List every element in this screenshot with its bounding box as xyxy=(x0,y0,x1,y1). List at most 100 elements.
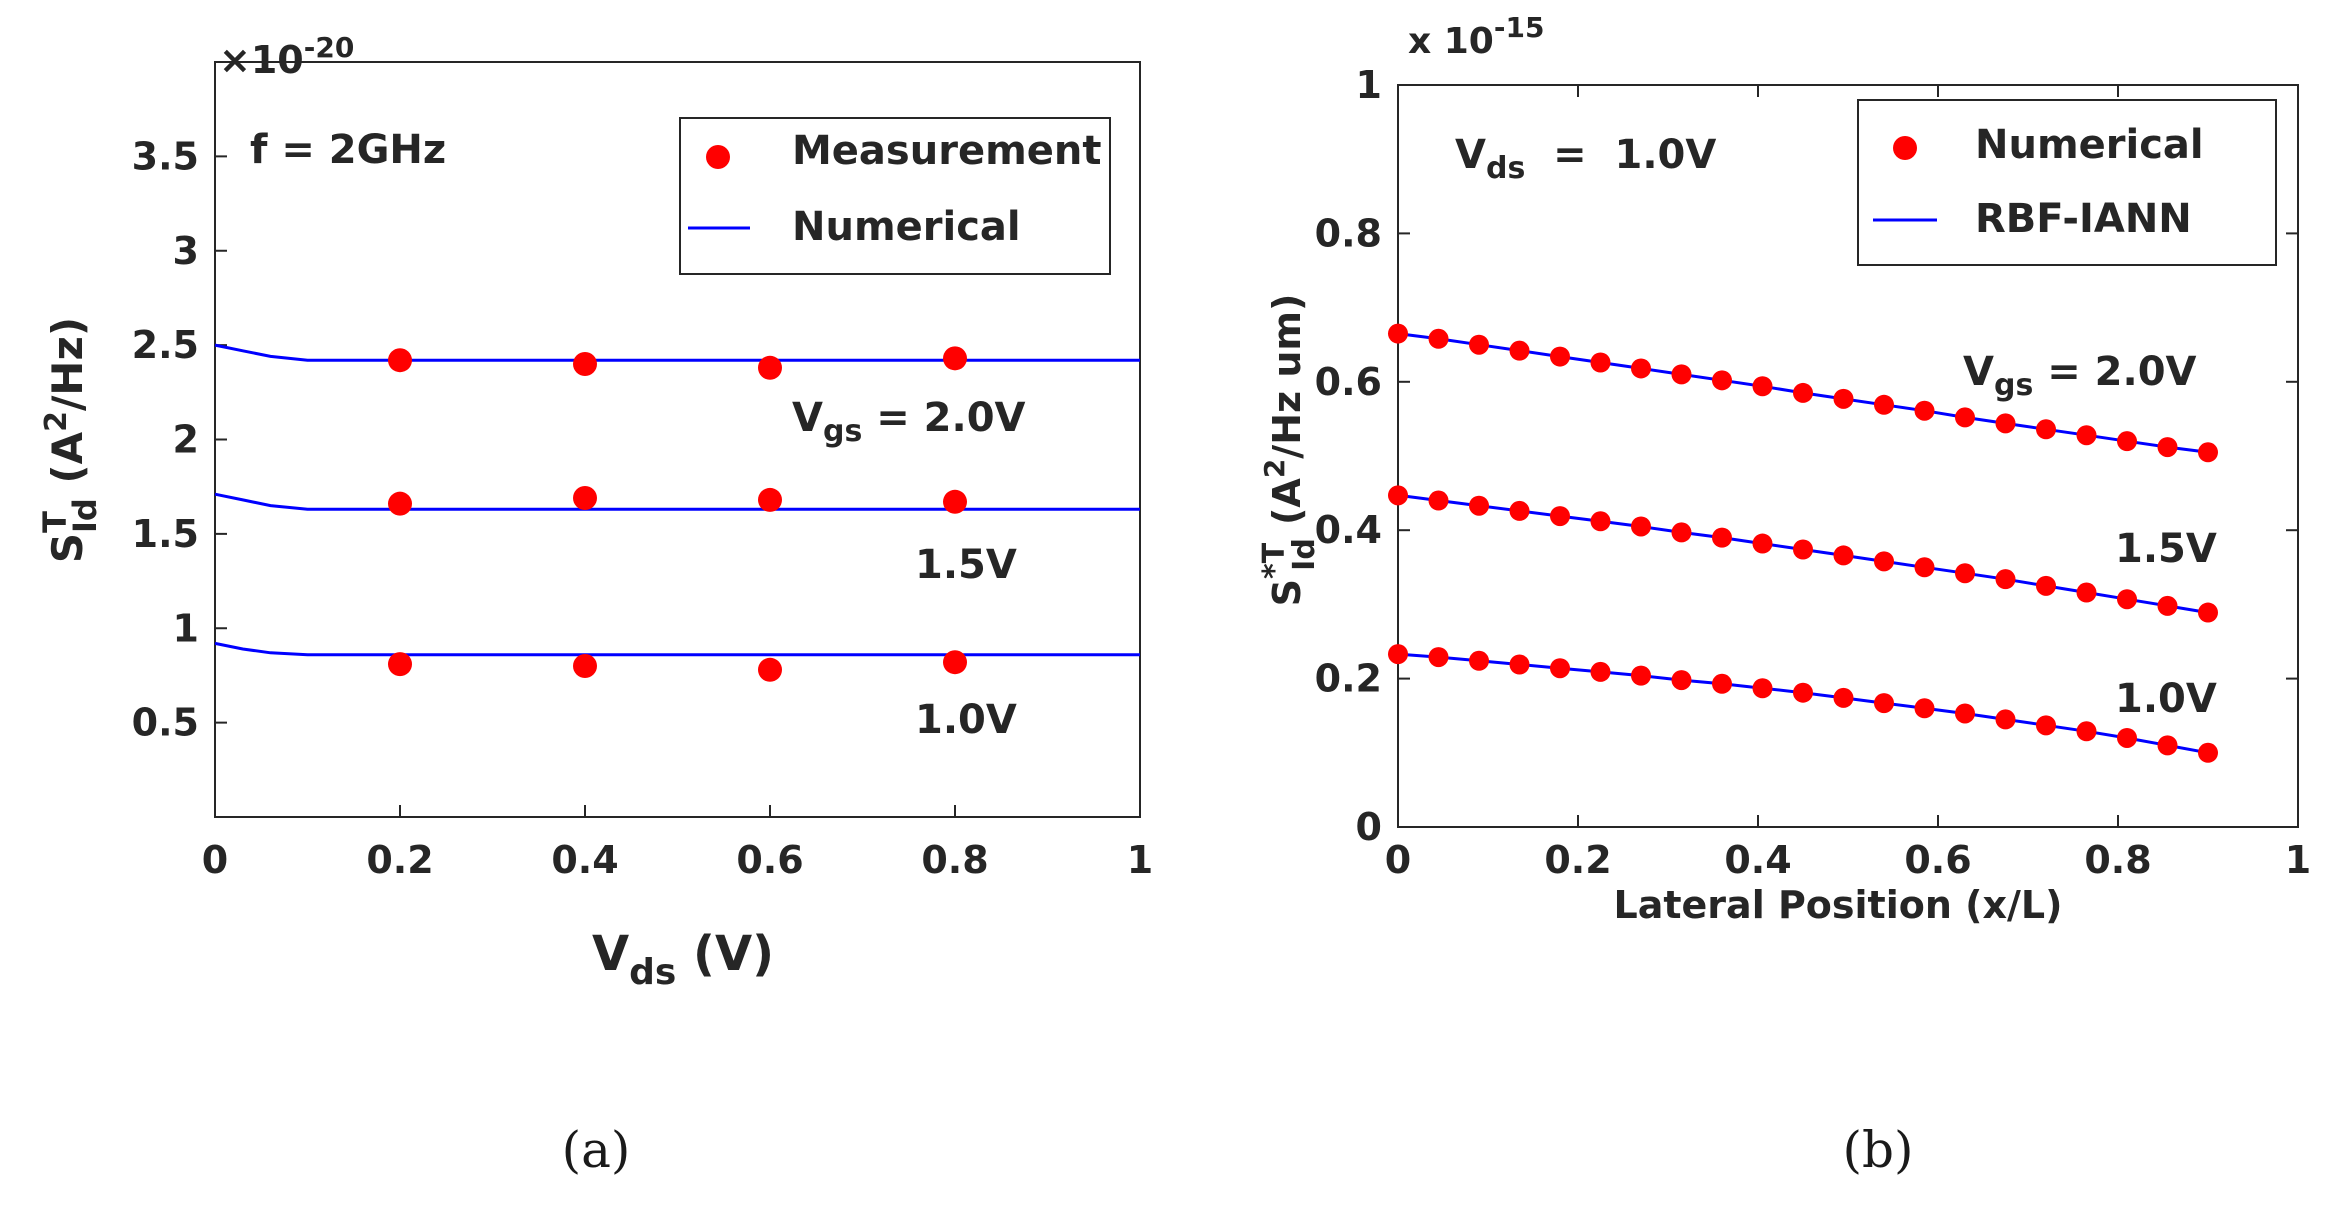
panel-b: x 10-15 0 0.2 0.4 0.6 0.8 1 0 0.2 0.4 0.6 0.8 1 Vd… xyxy=(1257,11,2311,927)
panel-a-data-point xyxy=(758,487,782,512)
panel-b-data-point xyxy=(1874,394,1894,415)
legend-rbf-iann-label: RBF-IANN xyxy=(1975,196,2192,242)
panel-b-data-point xyxy=(2157,595,2178,616)
panel-b-data-point xyxy=(2157,437,2178,458)
panel-b-ytick-label: 0.8 xyxy=(1315,211,1382,255)
panel-b-data-point xyxy=(1793,539,1813,560)
panel-b-data-point xyxy=(1955,563,1975,584)
panel-b-axes-box xyxy=(1397,84,2299,828)
panel-b-data-point xyxy=(1995,413,2016,434)
caption-b: (b) xyxy=(1842,1121,1913,1179)
panel-b-data-point xyxy=(1712,673,1732,694)
panel-a-annotation: f = 2GHz xyxy=(250,127,446,173)
panel-b-data-point xyxy=(1712,527,1732,548)
panel-b-data-point xyxy=(2036,715,2056,736)
panel-b-data-point xyxy=(1874,693,1894,714)
panel-b-data-point xyxy=(2036,575,2056,596)
panel-b-data-point xyxy=(1671,364,1692,385)
panel-b-data-point xyxy=(2117,589,2137,610)
panel-a-x-ticks: 0 0.2 0.4 0.6 0.8 1 xyxy=(202,805,1153,882)
panel-b-ytick-label: 0 xyxy=(1356,805,1382,849)
panel-a: ×10-20 0.5 1 1.5 2 2.5 3 3.5 0 0.2 0.4 0.6 0.8 1 f … xyxy=(36,31,1153,993)
panel-a-data-point xyxy=(943,346,967,371)
panel-a-xtick-label: 0 xyxy=(202,838,228,882)
panel-b-data-point xyxy=(2198,442,2218,463)
panel-b-xtick-label: 0.6 xyxy=(1904,838,1971,882)
panel-b-xtick-label: 0 xyxy=(1385,838,1411,882)
panel-b-series-label-1v: 1.0V xyxy=(2115,676,2217,722)
panel-b-data-point xyxy=(2198,602,2218,623)
panel-b-y-ticks: 0 0.2 0.4 0.6 0.8 1 xyxy=(1315,63,2298,849)
panel-b-data-point xyxy=(1752,376,1773,397)
panel-a-y-ticks: 0.5 1 1.5 2 2.5 3 3.5 xyxy=(132,134,227,745)
legend-measurement-marker xyxy=(706,145,730,169)
legend-numerical-b-label: Numerical xyxy=(1975,122,2204,168)
panel-b-data-point xyxy=(2076,721,2097,742)
panel-b-data-point xyxy=(1590,661,1611,682)
panel-b-data-point xyxy=(1752,678,1773,699)
panel-b-data-point xyxy=(1793,382,1813,403)
panel-a-xtick-label: 0.8 xyxy=(921,838,988,882)
panel-b-xtick-label: 1 xyxy=(2285,838,2311,882)
panel-b-data-point xyxy=(1388,644,1408,665)
legend-numerical-label: Numerical xyxy=(792,204,1021,250)
panel-b-data-point xyxy=(1428,647,1449,668)
panel-b-y-label: S*TId (A2/Hz um) xyxy=(1257,294,1322,607)
legend-measurement-label: Measurement xyxy=(792,128,1101,174)
panel-b-data-point xyxy=(1955,703,1975,724)
panel-a-numerical-lines xyxy=(214,343,1140,657)
panel-b-data-point xyxy=(1631,358,1651,379)
panel-b-data-point xyxy=(1509,340,1530,361)
panel-b-data-point xyxy=(1671,522,1692,543)
panel-b-data-point xyxy=(1955,407,1975,428)
panel-a-xtick-label: 1 xyxy=(1127,838,1153,882)
panel-a-data-point xyxy=(758,657,782,682)
panel-b-data-point xyxy=(1590,511,1611,532)
panel-b-legend: Numerical RBF-IANN xyxy=(1857,99,2277,266)
panel-a-ytick-label: 1 xyxy=(173,606,199,650)
legend-numerical-marker xyxy=(1893,136,1917,160)
panel-a-data-point xyxy=(573,352,597,376)
panel-a-xtick-label: 0.6 xyxy=(736,838,803,882)
panel-a-ytick-label: 0.5 xyxy=(132,701,199,745)
panel-b-data-point xyxy=(1631,516,1651,537)
panel-b-ytick-label: 0.2 xyxy=(1315,657,1382,701)
panel-a-legend: Measurement Numerical xyxy=(679,117,1111,275)
panel-a-data-point xyxy=(388,491,412,516)
panel-b-data-point xyxy=(1793,682,1813,703)
panel-a-data-point xyxy=(943,489,967,514)
panel-a-xtick-label: 0.4 xyxy=(551,838,618,882)
panel-b-xtick-label: 0.4 xyxy=(1724,838,1791,882)
panel-b-data-point xyxy=(1469,495,1489,516)
panel-a-ytick-label: 2.5 xyxy=(132,323,199,367)
panel-b-data-point xyxy=(1995,709,2016,730)
panel-a-series-line-2 xyxy=(214,641,1140,657)
panel-b-ytick-label: 0.6 xyxy=(1315,360,1382,404)
panel-a-ytick-label: 3.5 xyxy=(132,134,199,178)
panel-b-data-point xyxy=(1550,658,1570,679)
panel-b-data-point xyxy=(1833,545,1854,566)
panel-b-data-point xyxy=(2117,727,2137,748)
panel-b-data-point xyxy=(1388,323,1408,344)
panel-b-data-point xyxy=(1469,334,1489,355)
panel-b-data-point xyxy=(1469,650,1489,671)
panel-b-series-label-1-5v: 1.5V xyxy=(2115,526,2217,572)
panel-b-data-point xyxy=(1590,352,1611,373)
panel-b-data-point xyxy=(1509,500,1530,521)
panel-a-data-point xyxy=(758,355,782,380)
panel-b-data-point xyxy=(2198,742,2218,763)
panel-b-ytick-label: 1 xyxy=(1356,63,1382,107)
panel-b-legend-box xyxy=(1857,99,2277,266)
panel-b-data-point xyxy=(1833,388,1854,409)
panel-b-annotation: Vds = 1.0V xyxy=(1455,132,1716,186)
panel-b-series-label-2v: Vgs = 2.0V xyxy=(1963,349,2197,403)
panel-b-x-ticks: 0 0.2 0.4 0.6 0.8 1 xyxy=(1385,85,2311,882)
panel-b-data-point xyxy=(2076,582,2097,603)
panel-a-ytick-label: 1.5 xyxy=(132,512,199,556)
panel-b-data-point xyxy=(2036,419,2056,440)
panel-b-numerical-points xyxy=(1388,323,2218,763)
panel-a-data-point xyxy=(573,654,597,678)
panel-b-x-label: Lateral Position (x/L) xyxy=(1614,883,2063,927)
panel-b-xtick-label: 0.8 xyxy=(2084,838,2151,882)
